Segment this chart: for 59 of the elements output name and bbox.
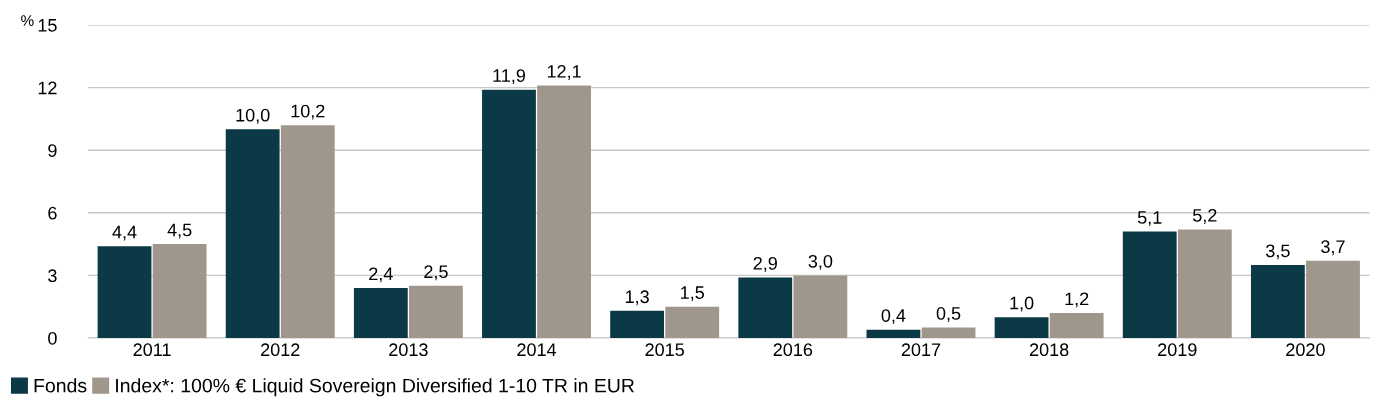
data-label: 12,1 [547,64,581,80]
y-tick-label: 12 [38,81,57,95]
data-label: 2,5 [424,265,448,281]
data-label: 5,1 [1137,211,1162,226]
bar [610,310,665,338]
legend-label: Index*: 100% € Liquid Sovereign Diversified 1-10 TR in EUR [116,378,635,397]
bar [866,329,921,338]
bar [921,327,976,338]
bar [1049,312,1104,338]
bar [537,85,591,338]
bar [225,129,280,338]
data-label: 2,4 [369,267,393,283]
data-label: 1,0 [1010,296,1034,312]
bar [793,275,848,338]
data-label: 0,5 [936,307,961,322]
bar [665,306,720,338]
x-tick-label: 2012 [261,343,300,357]
x-tick-label: 2018 [1029,343,1069,357]
x-tick-label: 2019 [1158,343,1197,357]
legend-label: Fonds [34,378,87,393]
y-tick-label: 0 [48,331,57,345]
x-tick-label: 2016 [773,343,813,357]
x-tick-label: 2014 [517,343,557,357]
data-label: 3,5 [1266,244,1290,260]
data-label: 3,7 [1321,240,1345,256]
bar [353,287,408,338]
y-tick-label: 3 [48,269,57,283]
y-axis-title: % [21,15,34,26]
data-label: 1,3 [625,290,649,306]
y-tick-label: 9 [48,144,57,157]
bar [1122,231,1177,338]
bar [1306,260,1360,338]
x-tick-label: 2013 [389,343,428,357]
data-label: 0,4 [881,309,906,325]
bar [1177,229,1232,338]
x-tick-label: 2011 [133,343,171,357]
x-tick-label: 2015 [645,343,684,357]
data-label: 5,2 [1193,208,1217,224]
data-label: 10,0 [236,108,270,124]
bar [409,285,463,338]
data-label: 4,5 [167,223,192,239]
data-label: 1,2 [1065,292,1089,308]
data-label: 3,0 [808,254,833,270]
data-label: 11,9 [493,69,526,85]
bar [738,277,793,338]
y-tick-label: 15 [38,19,57,32]
bar [1250,264,1305,338]
bar [482,89,536,338]
bar [97,246,152,338]
data-label: 4,4 [112,225,137,241]
bar [994,317,1049,338]
x-tick-label: 2017 [901,343,941,357]
data-label: 10,2 [291,104,325,120]
bar [152,244,207,338]
data-label: 1,5 [681,286,705,302]
data-label: 2,9 [753,256,777,272]
y-tick-label: 6 [48,206,57,220]
bar [280,125,335,338]
x-tick-label: 2020 [1286,343,1325,357]
